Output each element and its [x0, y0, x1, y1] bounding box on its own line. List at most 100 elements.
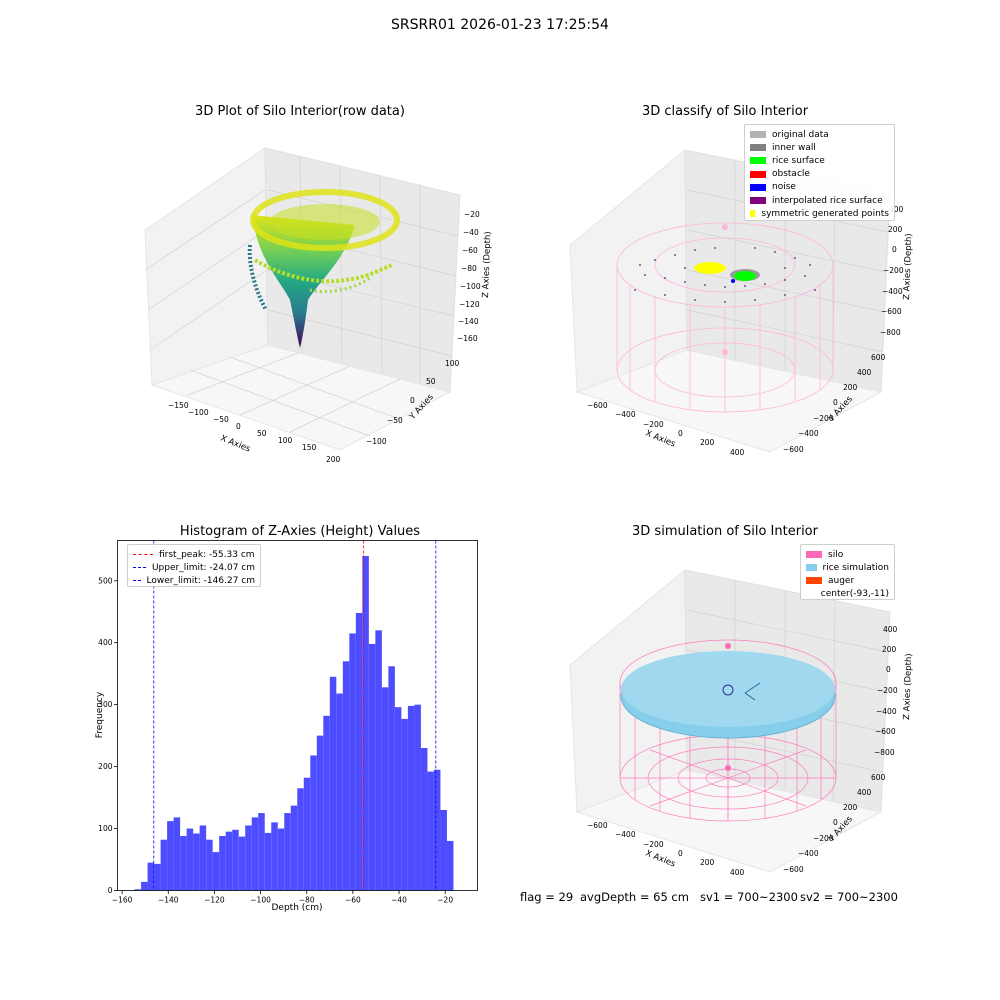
histogram-bar: [420, 748, 428, 891]
z-tick: −200: [883, 266, 904, 275]
x-tick-label: −20: [437, 896, 453, 905]
y-tick: 200: [843, 803, 858, 812]
y-tick-labels: 100 50 0 −50 −100: [366, 359, 460, 446]
interpolated-surface: [634, 247, 816, 303]
pane-floor: [150, 344, 452, 451]
histogram-bar: [329, 676, 337, 891]
histogram-bar: [264, 832, 272, 891]
histogram-bar: [180, 835, 187, 891]
auger-marker: [722, 684, 734, 696]
flag-text: flag = 29: [520, 890, 574, 904]
pane-floor: [575, 349, 883, 453]
z-tick: −160: [457, 334, 478, 343]
legend-swatch: [750, 157, 766, 165]
legend-label: symmetric generated points: [761, 208, 889, 219]
histogram-bar: [381, 687, 389, 891]
histogram-bar: [232, 829, 239, 891]
histogram-vlines: [153, 540, 437, 891]
z-axis-label: Z Axies (Depth): [902, 233, 914, 300]
x-axis-label: X Axies: [644, 849, 677, 870]
z-tick: −120: [459, 300, 480, 309]
histogram-bar: [446, 840, 454, 891]
silo-wireframe: [616, 222, 834, 413]
y-tick: 50: [426, 377, 436, 386]
histogram-bar: [401, 718, 408, 891]
avg-depth-text: avgDepth = 65 cm: [580, 890, 689, 904]
histogram-bar: [310, 755, 317, 891]
panel-title-simulation: 3D simulation of Silo Interior: [632, 524, 818, 539]
grid-lines: [686, 160, 889, 381]
x-tick: 200: [700, 858, 715, 867]
figure-suptitle: SRSRR01 2026-01-23 17:25:54: [391, 17, 609, 33]
rice-surface-points: [734, 271, 756, 281]
auger-arm: [744, 692, 756, 701]
legend-item: interpolated rice surface: [750, 194, 889, 207]
histogram-bar: [199, 825, 207, 891]
y-tick-label: 500: [98, 576, 113, 585]
legend-swatch: [750, 210, 756, 218]
legend-swatch: [750, 144, 766, 152]
z-tick: −800: [880, 328, 901, 337]
legend-item: Upper_limit: -24.07 cm: [133, 561, 255, 574]
histogram-bar: [394, 707, 402, 891]
histogram-bar: [284, 813, 291, 891]
silo-bottom-center: [722, 349, 728, 355]
x-tick: 0: [236, 422, 241, 431]
legend-item: symmetric generated points: [750, 207, 889, 220]
legend-label: original data: [772, 129, 829, 140]
x-tick: 400: [730, 448, 745, 457]
x-tick: −600: [587, 401, 608, 410]
x-tick-labels: −600 −400 −200 0 200 400: [587, 401, 745, 457]
histogram-bar: [160, 839, 168, 891]
y-tick-label: 400: [98, 638, 113, 647]
histogram-bar: [277, 828, 285, 891]
histogram-bar: [219, 835, 226, 891]
z-tick: −100: [460, 282, 481, 291]
silo-bottom-center: [725, 765, 731, 771]
y-tick-label: 200: [98, 762, 113, 771]
x-tick: −400: [615, 830, 636, 839]
simulation-legend: silo rice simulation auger center(-93,-1…: [800, 544, 895, 600]
x-tick-label: −80: [299, 896, 315, 905]
x-tick: −400: [615, 410, 636, 419]
legend-item: noise: [750, 181, 889, 194]
x-tick: −200: [643, 420, 664, 429]
legend-swatch: [806, 564, 817, 572]
x-tick: 200: [700, 438, 715, 447]
silo-top-center: [722, 224, 728, 230]
symmetric-generated-points: [694, 262, 726, 274]
x-axis-label: X Axies: [219, 434, 252, 455]
z-axis-label: Z Axies (Depth): [902, 653, 914, 720]
histogram-bar: [154, 863, 161, 891]
histogram-bar: [206, 839, 213, 891]
x-tick: 200: [326, 455, 341, 464]
z-tick: −80: [461, 264, 477, 273]
x-tick: 50: [257, 429, 267, 438]
legend-item: center(-93,-11): [806, 588, 889, 601]
z-tick: −20: [464, 210, 480, 219]
auger-arm: [744, 682, 761, 694]
histogram-bar: [342, 661, 350, 891]
z-tick: −800: [874, 748, 895, 757]
y-tick: −200: [813, 414, 834, 423]
z-tick-labels: 400 200 0 −200 −400 −600 −800: [874, 625, 898, 757]
x-tick-label: −120: [204, 896, 225, 905]
y-ticks: 0 100 200 300 400 500: [98, 576, 118, 895]
y-tick-label: 100: [98, 824, 113, 833]
y-tick: 100: [445, 359, 460, 368]
legend-label: rice simulation: [822, 562, 889, 573]
histogram-bar: [212, 852, 220, 891]
histogram-bar: [355, 612, 363, 891]
legend-swatch: [806, 577, 822, 585]
classify-legend: original data inner wall rice surface ob…: [744, 124, 895, 221]
x-tick-label: −40: [391, 896, 407, 905]
histogram-chart: −160 −140 −120 −100 −80 −60 −40 −20 0 100 200 300 4…: [95, 540, 478, 913]
legend-label: obstacle: [772, 169, 810, 180]
z-tick: −400: [882, 287, 903, 296]
z-tick: 200: [888, 225, 903, 234]
legend-item: rice surface: [750, 154, 889, 167]
sv1-text: sv1 = 700~2300: [700, 890, 798, 904]
histogram-bar: [368, 643, 376, 891]
x-tick-labels: −600 −400 −200 0 200 400: [587, 821, 745, 877]
histogram-bar: [245, 825, 252, 891]
